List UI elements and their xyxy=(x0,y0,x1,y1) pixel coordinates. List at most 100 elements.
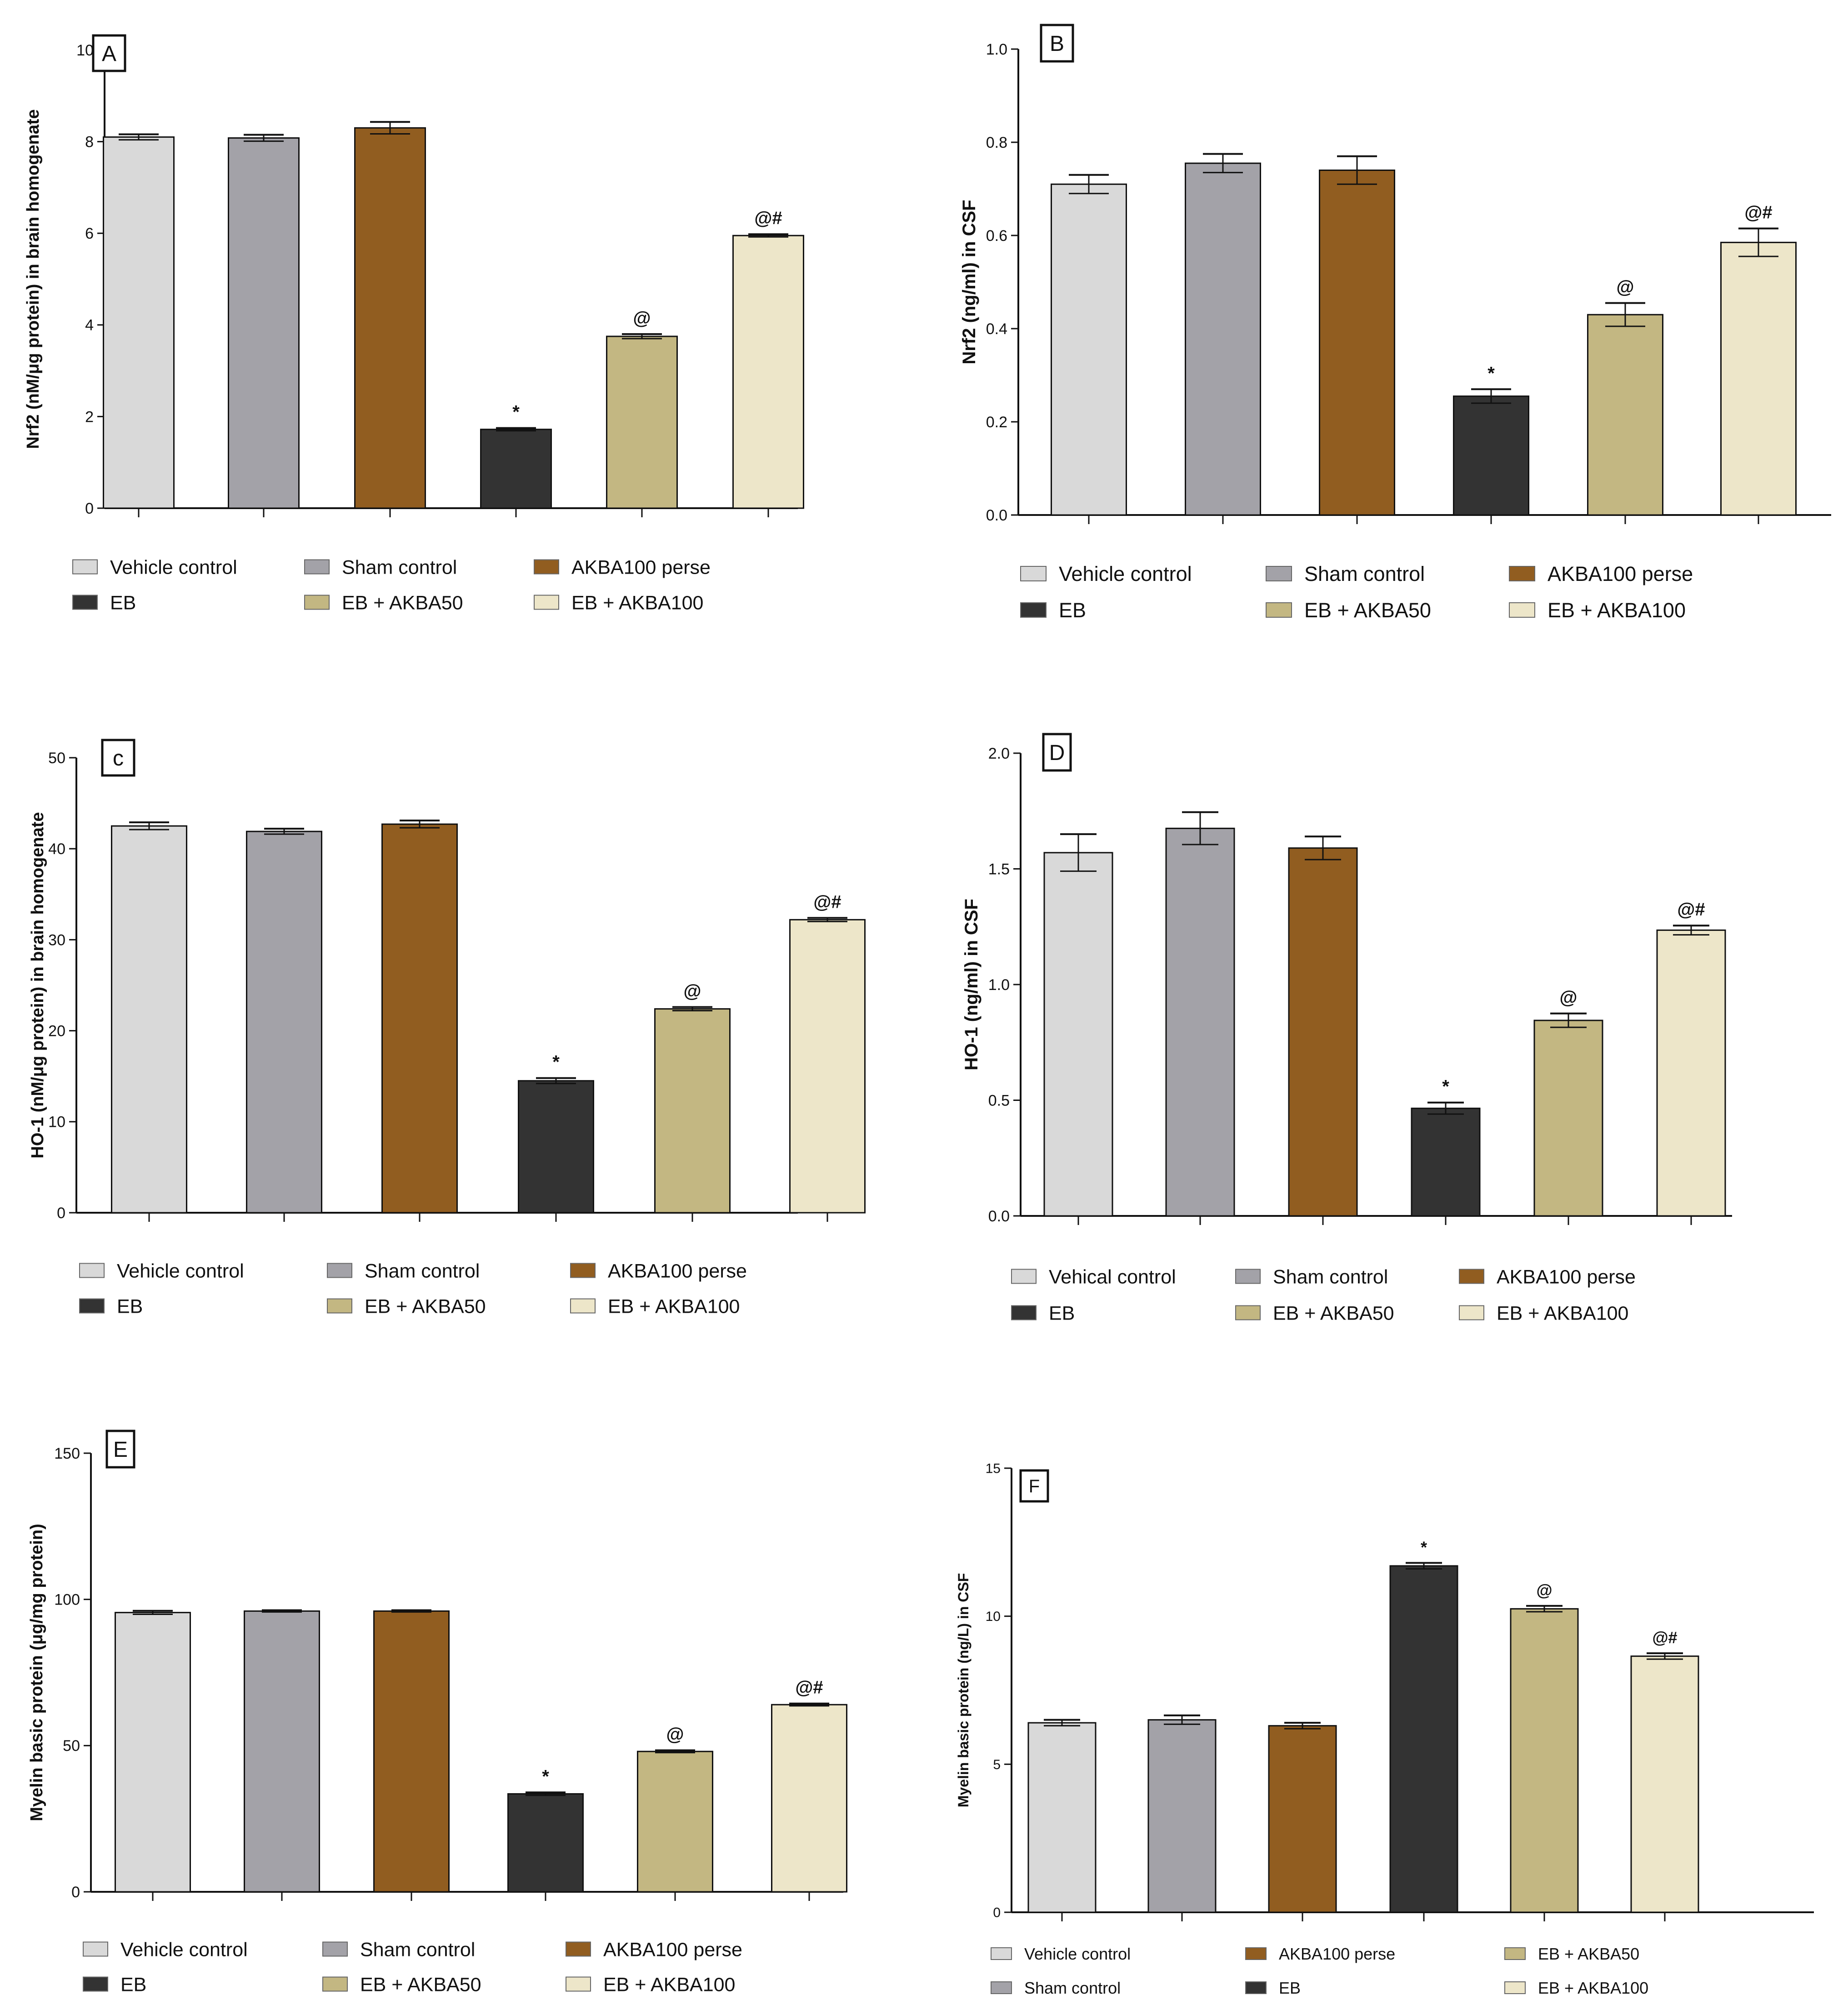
legend-label: Vehical control xyxy=(1049,1266,1176,1288)
error-bar xyxy=(1605,302,1645,327)
significance-marker: @ xyxy=(1616,277,1634,297)
legend-label: Sham control xyxy=(1273,1266,1388,1288)
error-bar xyxy=(672,1006,712,1012)
significance-marker: @ xyxy=(1559,988,1577,1008)
legend-swatch xyxy=(1266,602,1292,618)
bar-eb-akba50 xyxy=(1533,1020,1603,1217)
y-tick-label: 0.4 xyxy=(986,320,1007,338)
significance-marker: @ xyxy=(683,981,701,1001)
legend: Vehical control Sham control AKBA100 perse… xyxy=(1011,1266,1636,1324)
bar-eb-akba100 xyxy=(1630,1655,1699,1913)
panel-label-box xyxy=(101,739,135,777)
error-bar xyxy=(400,820,440,829)
legend-label: EB xyxy=(1049,1302,1075,1324)
legend-swatch xyxy=(79,1263,105,1278)
legend-label: EB xyxy=(120,1974,146,1995)
panel-label: c xyxy=(113,746,124,770)
y-tick-label: 150 xyxy=(54,1445,80,1462)
y-tick-label: 30 xyxy=(48,931,65,949)
y-tick-label: 50 xyxy=(48,750,65,767)
bar-akba100-perse xyxy=(1268,1725,1337,1913)
legend-label: Vehicle control xyxy=(1024,1945,1131,1963)
y-tick-label: 1.0 xyxy=(986,41,1007,58)
bar-sham-control xyxy=(1185,162,1261,516)
y-tick-label: 6 xyxy=(85,225,94,242)
legend-swatch xyxy=(534,559,559,575)
legend-label: EB + AKBA50 xyxy=(1273,1302,1394,1324)
panel-label: B xyxy=(1050,32,1064,56)
bar-akba100-perse xyxy=(373,1610,450,1893)
legend-swatch xyxy=(1509,566,1535,581)
legend-label: EB + AKBA50 xyxy=(360,1974,481,1995)
bar-vehicle-control xyxy=(111,825,187,1214)
y-tick-label: 0.5 xyxy=(988,1092,1010,1109)
bar-eb-akba100 xyxy=(1720,241,1797,516)
legend-swatch xyxy=(1459,1305,1484,1320)
chart-panel-E: 0 50 100 150 Myelin basic protein (μg/mg pro… xyxy=(27,1430,847,1995)
legend-swatch xyxy=(1504,1947,1526,1960)
y-tick-label: 10 xyxy=(48,1114,65,1131)
bar-akba100-perse xyxy=(354,127,426,509)
legend-swatch xyxy=(1459,1269,1484,1284)
bar-eb-akba100 xyxy=(789,919,866,1214)
legend-label: Sham control xyxy=(1304,562,1425,585)
bar-akba100-perse xyxy=(1288,847,1358,1217)
legend-swatch xyxy=(1266,566,1292,581)
bar-eb-akba50 xyxy=(637,1750,713,1893)
error-bar xyxy=(1182,811,1218,845)
y-tick-label: 0 xyxy=(71,1884,80,1901)
y-tick-label: 50 xyxy=(63,1737,80,1755)
y-axis-title: Nrf2 (ng/ml) in CSF xyxy=(959,200,979,364)
bar-akba100-perse xyxy=(1319,170,1395,516)
y-tick-label: 0.0 xyxy=(988,1208,1010,1225)
legend-label: Vehicle control xyxy=(117,1260,244,1282)
significance-marker: * xyxy=(1487,363,1495,383)
error-bar xyxy=(129,821,169,830)
legend-label: Sham control xyxy=(360,1939,475,1960)
legend-swatch xyxy=(1235,1269,1261,1284)
y-tick-label: 1.5 xyxy=(988,860,1010,878)
error-bar xyxy=(1673,925,1709,936)
y-tick-label: 1.0 xyxy=(988,976,1010,994)
error-bar xyxy=(789,1702,829,1707)
legend-swatch xyxy=(534,595,559,610)
bar-eb-akba100 xyxy=(732,235,804,509)
legend-label: Sham control xyxy=(1024,1979,1121,1997)
y-tick-label: 2 xyxy=(85,408,94,425)
significance-marker: @# xyxy=(754,208,782,228)
error-bar xyxy=(244,134,284,142)
error-bar xyxy=(262,1609,302,1613)
bar-vehicle-control xyxy=(1027,1722,1097,1913)
error-bar xyxy=(748,233,788,238)
legend-label: AKBA100 perse xyxy=(1548,562,1693,585)
error-bar xyxy=(1550,1012,1587,1028)
legend-swatch xyxy=(322,1941,348,1957)
bar-sham-control xyxy=(246,830,322,1214)
chart-panel-A: 0 2 4 6 8 10 Nrf2 (nM/μg protein) in brain hom… xyxy=(24,34,804,614)
legend-swatch xyxy=(991,1981,1012,1994)
legend-label: EB + AKBA100 xyxy=(1497,1302,1628,1324)
legend-label: EB xyxy=(1279,1979,1301,1997)
legend-label: AKBA100 perse xyxy=(1279,1945,1395,1963)
bar-eb xyxy=(518,1080,594,1214)
error-bar xyxy=(1060,833,1097,872)
legend-swatch xyxy=(1235,1305,1261,1320)
bar-eb-akba50 xyxy=(1510,1608,1579,1913)
chart-panel-c: 0 10 20 30 40 50 HO-1 (nM/μg protein) in brain… xyxy=(28,739,866,1317)
bar-sham-control xyxy=(228,137,300,509)
bar-eb xyxy=(1453,395,1529,516)
legend-label: EB + AKBA50 xyxy=(1538,1945,1639,1963)
significance-marker: @# xyxy=(795,1678,823,1698)
chart-panel-F: 0 5 10 15 Myelin basic protein (ng/L) in CSF… xyxy=(955,1461,1814,1997)
bar-akba100-perse xyxy=(381,823,458,1214)
error-bar xyxy=(807,917,847,922)
legend-swatch xyxy=(991,1947,1012,1960)
legend-swatch xyxy=(1509,602,1535,618)
y-tick-label: 10 xyxy=(76,42,94,59)
legend-swatch xyxy=(1245,1947,1267,1960)
bar-eb xyxy=(507,1793,584,1893)
legend-label: EB xyxy=(117,1295,143,1317)
y-tick-label: 0.8 xyxy=(986,134,1007,151)
chart-panel-B: 0.0 0.2 0.4 0.6 0.8 1.0 Nrf2 (ng/ml) in CSF * @ @… xyxy=(959,24,1831,622)
significance-marker: @# xyxy=(1744,203,1772,223)
